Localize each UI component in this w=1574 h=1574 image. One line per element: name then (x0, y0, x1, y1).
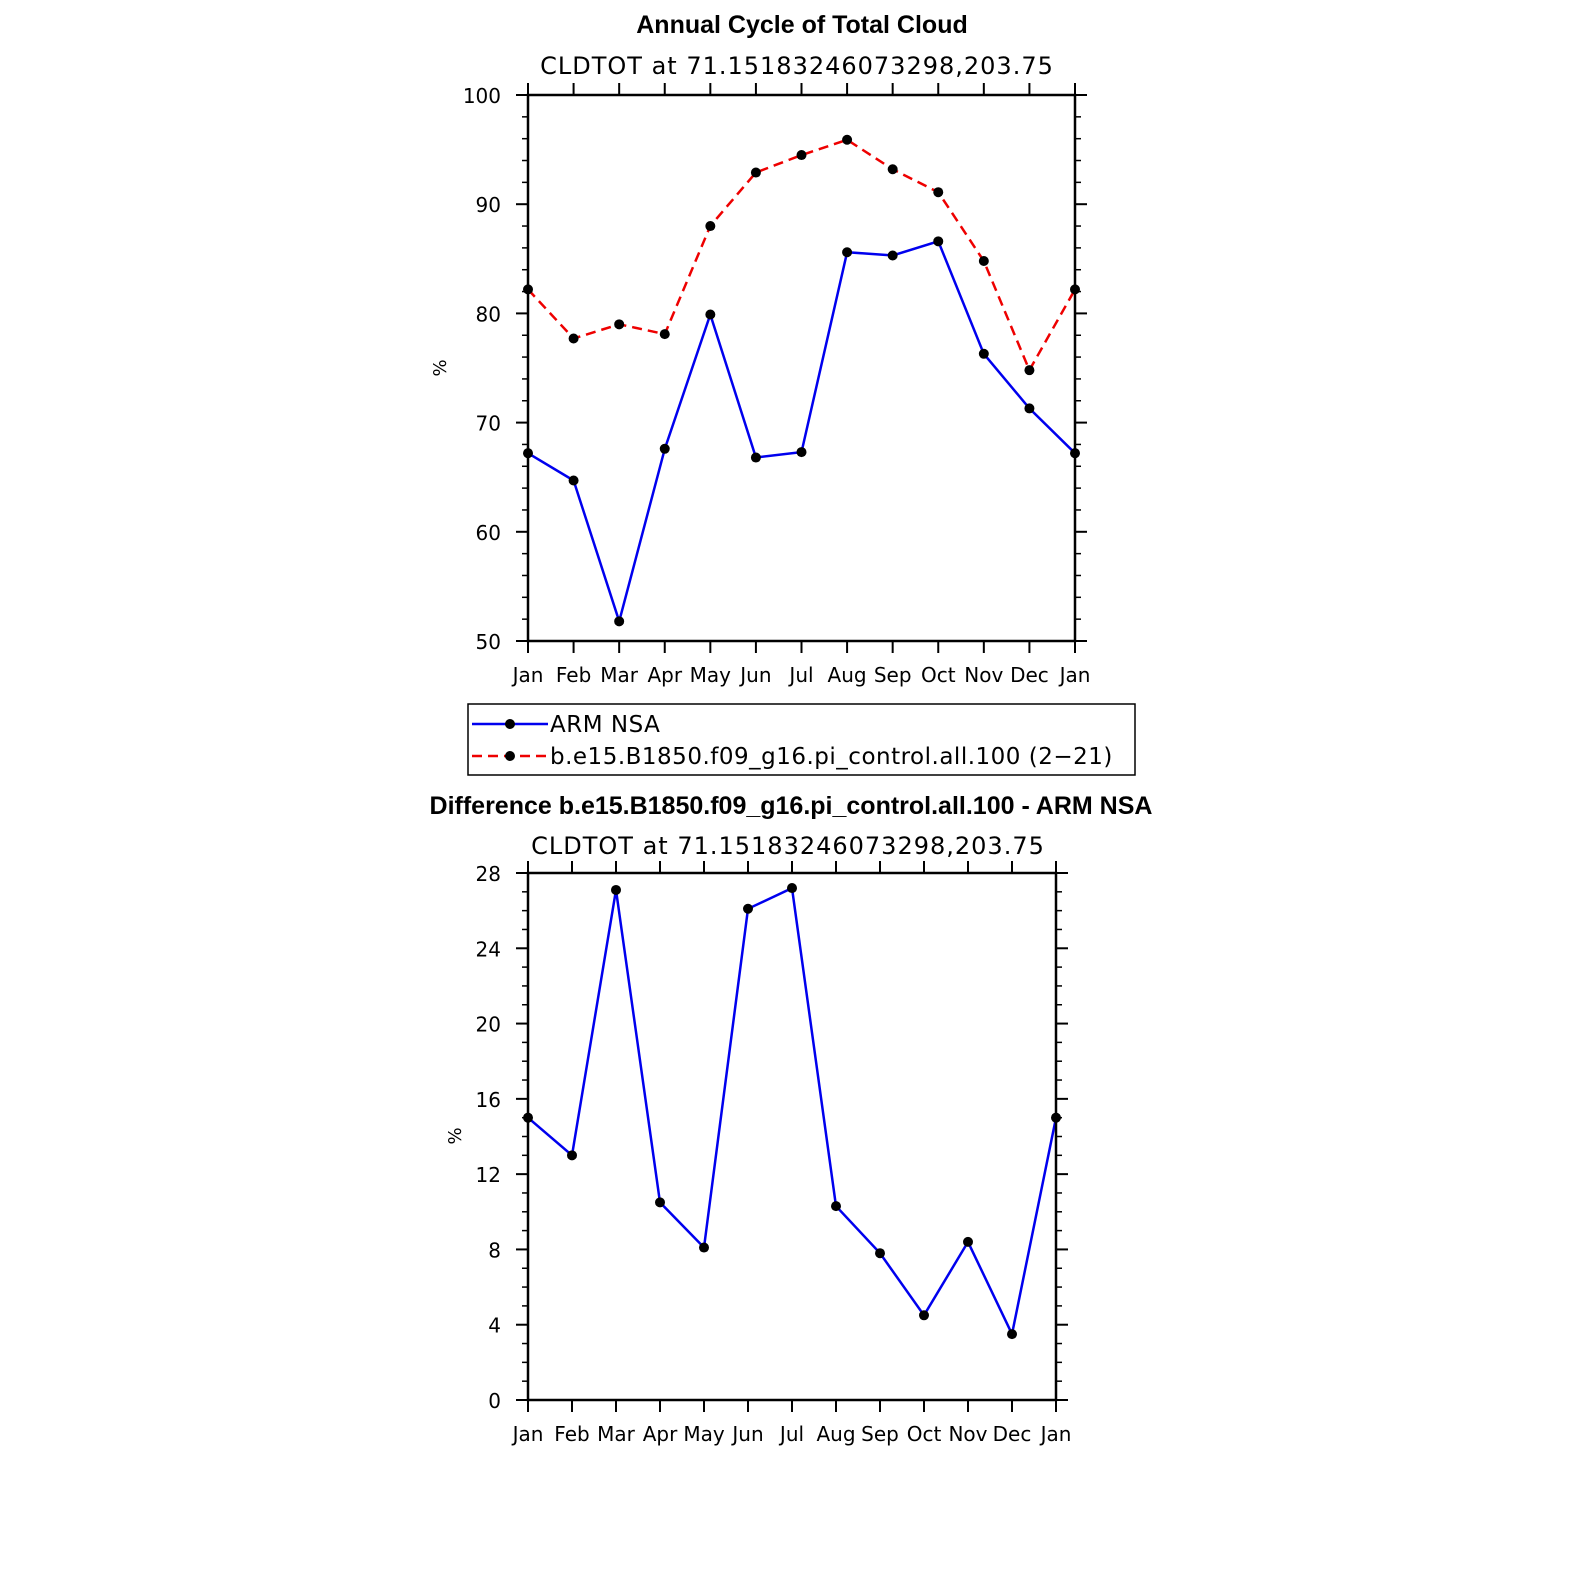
y-tick-label: 90 (476, 193, 501, 217)
y-tick-label: 12 (476, 1163, 501, 1187)
legend-box (467, 703, 1136, 776)
data-point (614, 319, 625, 330)
x-tick-label: Dec (1010, 663, 1049, 687)
data-point (978, 255, 989, 266)
x-tick-label: Feb (556, 663, 591, 687)
x-tick-label: Nov (964, 663, 1003, 687)
data-point (743, 903, 753, 914)
y-tick-label: 60 (476, 521, 501, 545)
y-tick-label: 70 (476, 412, 501, 436)
x-tick-label: Jan (511, 1422, 544, 1446)
x-tick-label: Oct (921, 663, 956, 687)
data-point (568, 475, 579, 486)
data-point (842, 247, 853, 258)
data-point (567, 1150, 577, 1161)
data-point (831, 1201, 841, 1212)
data-point (699, 1242, 709, 1253)
x-tick-label: Jan (511, 663, 544, 687)
data-point (750, 167, 761, 178)
y-tick-label: 28 (476, 862, 501, 886)
y-axis-label: % (430, 359, 451, 376)
x-tick-label: Aug (816, 1422, 855, 1446)
x-tick-label: Apr (643, 1422, 678, 1446)
data-point (978, 348, 989, 359)
chart-subtitle: CLDTOT at 71.15183246073298,203.75 (531, 832, 1045, 860)
y-axis-label: % (445, 1127, 466, 1144)
x-tick-label: Mar (597, 1422, 636, 1446)
x-tick-label: Oct (907, 1422, 942, 1446)
x-tick-label: Aug (828, 663, 867, 687)
data-point (787, 883, 797, 894)
x-tick-label: Mar (600, 663, 639, 687)
legend-marker-arm-nsa (505, 719, 515, 729)
plot-frame (526, 93, 1077, 643)
data-point (933, 236, 944, 247)
data-point (659, 329, 670, 340)
series-line-0 (527, 239, 1076, 626)
y-tick-label: 20 (476, 1013, 501, 1037)
legend-label-arm-nsa: ARM NSA (550, 712, 660, 738)
x-tick-label: Feb (554, 1422, 589, 1446)
data-point (750, 452, 761, 463)
x-tick-label: Jun (730, 1422, 763, 1446)
y-tick-label: 16 (476, 1088, 501, 1112)
y-tick-label: 24 (476, 937, 501, 961)
y-tick-label: 80 (476, 302, 501, 326)
y-tick-label: 4 (488, 1314, 501, 1338)
data-point (796, 150, 807, 161)
data-point (796, 447, 807, 458)
x-tick-label: Jun (738, 663, 771, 687)
x-tick-label: Jul (778, 1422, 804, 1446)
x-tick-label: Sep (874, 663, 912, 687)
chart-title: Difference b.e15.B1850.f09_g16.pi_contro… (430, 792, 1153, 820)
x-tick-label: Jul (787, 663, 813, 687)
data-point (963, 1236, 973, 1247)
data-point (611, 884, 621, 895)
data-point (887, 164, 898, 175)
difference-chart: Difference b.e15.B1850.f09_g16.pi_contro… (430, 792, 1153, 1446)
plot-frame (526, 871, 1058, 1402)
data-point (568, 333, 579, 344)
chart-title: Annual Cycle of Total Cloud (636, 11, 967, 39)
y-tick-label: 100 (463, 84, 501, 108)
y-tick-label: 0 (488, 1389, 501, 1413)
x-tick-label: Apr (647, 663, 682, 687)
data-point (659, 443, 670, 454)
x-tick-label: Sep (861, 1422, 899, 1446)
legend: ARM NSA b.e15.B1850.f09_g16.pi_control.a… (467, 703, 1136, 776)
data-point (1007, 1329, 1017, 1340)
data-point (655, 1197, 665, 1208)
series-line-1 (527, 138, 1077, 374)
x-tick-label: Nov (948, 1422, 987, 1446)
chart-subtitle: CLDTOT at 71.15183246073298,203.75 (540, 52, 1054, 80)
data-point (919, 1310, 929, 1321)
series-line-0 (527, 886, 1058, 1339)
data-point (887, 250, 898, 261)
annual-cycle-chart: Annual Cycle of Total Cloud CLDTOT at 71… (430, 11, 1090, 687)
x-tick-label: Jan (1039, 1422, 1072, 1446)
legend-marker-model (505, 751, 515, 761)
y-tick-label: 8 (488, 1238, 501, 1262)
data-point (705, 309, 716, 320)
data-point (614, 616, 625, 627)
legend-label-model: b.e15.B1850.f09_g16.pi_control.all.100 (… (550, 744, 1113, 770)
y-tick-label: 50 (476, 630, 501, 654)
data-point (1024, 403, 1035, 414)
data-point (1024, 365, 1035, 376)
x-tick-label: May (690, 663, 732, 687)
data-point (842, 134, 853, 145)
x-tick-label: Jan (1058, 663, 1091, 687)
data-point (875, 1248, 885, 1259)
data-point (705, 221, 716, 232)
x-tick-label: Dec (993, 1422, 1032, 1446)
data-point (933, 187, 944, 198)
x-tick-label: May (683, 1422, 725, 1446)
